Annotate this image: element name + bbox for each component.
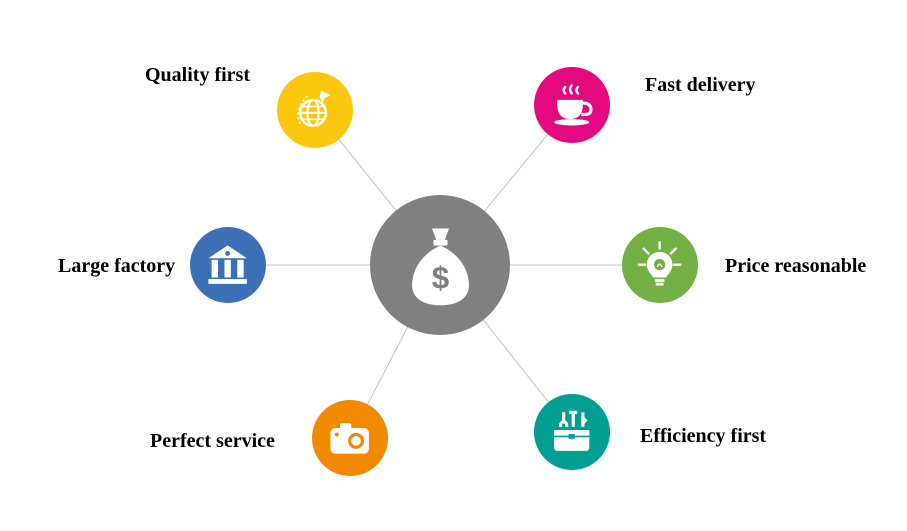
node-service	[312, 400, 388, 476]
camera-icon	[324, 412, 375, 463]
node-price	[622, 227, 698, 303]
svg-text:$: $	[431, 260, 448, 295]
node-delivery	[534, 67, 610, 143]
lightbulb-icon	[634, 239, 685, 290]
label-service: Perfect service	[150, 430, 275, 453]
globe-plane-icon	[289, 84, 340, 135]
money-bag-icon: $	[395, 220, 486, 311]
node-quality	[277, 72, 353, 148]
label-quality: Quality first	[145, 64, 250, 87]
center-node: $	[370, 195, 510, 335]
label-price: Price reasonable	[725, 255, 866, 278]
node-efficiency	[534, 394, 610, 470]
node-factory	[190, 227, 266, 303]
label-delivery: Fast delivery	[645, 74, 756, 97]
label-factory: Large factory	[58, 255, 175, 278]
label-efficiency: Efficiency first	[640, 425, 766, 448]
infographic-canvas: $ Quality first Fast delivery Large factor…	[0, 0, 907, 531]
bank-icon	[202, 239, 253, 290]
coffee-cup-icon	[546, 79, 597, 130]
toolbox-icon	[546, 406, 597, 457]
